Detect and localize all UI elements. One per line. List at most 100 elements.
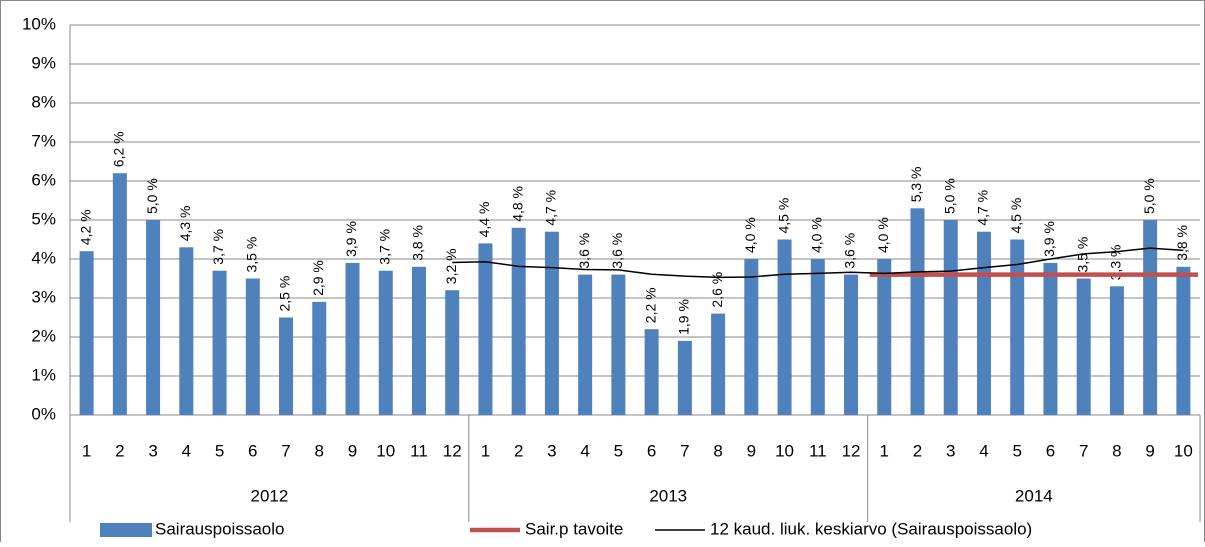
bar	[910, 208, 925, 415]
bar	[79, 251, 94, 415]
data-label: 3,2 %	[443, 248, 459, 284]
x-tick-label: 3	[946, 441, 955, 460]
bar	[1076, 278, 1091, 415]
x-tick-label: 9	[348, 441, 357, 460]
x-tick-label: 8	[713, 441, 722, 460]
bar	[844, 274, 859, 415]
x-tick-label: 4	[182, 441, 191, 460]
data-label: 4,4 %	[476, 202, 492, 238]
x-tick-label: 11	[809, 441, 827, 460]
x-tick-label: 1	[82, 441, 91, 460]
data-label: 3,9 %	[1041, 221, 1057, 257]
data-label: 5,0 %	[1141, 178, 1157, 214]
x-tick-label: 6	[248, 441, 257, 460]
group-label: 2012	[250, 486, 288, 505]
x-tick-label: 7	[1079, 441, 1088, 460]
x-tick-label: 12	[443, 441, 462, 460]
x-tick-label: 3	[547, 441, 556, 460]
data-label: 3,8 %	[1174, 225, 1190, 261]
bar	[411, 266, 426, 415]
bar	[378, 270, 393, 415]
data-label: 5,3 %	[908, 166, 924, 202]
x-tick-label: 4	[979, 441, 988, 460]
bar	[179, 247, 194, 415]
data-label: 2,5 %	[277, 276, 293, 312]
data-label: 3,5 %	[243, 237, 259, 273]
group-label: 2013	[649, 486, 687, 505]
bar	[445, 290, 460, 415]
x-tick-label: 10	[1174, 441, 1193, 460]
x-tick-label: 11	[410, 441, 428, 460]
bar	[943, 220, 958, 415]
bar	[1143, 220, 1158, 415]
legend-label: 12 kaud. liuk. keskiarvo (Sairauspoissao…	[710, 519, 1032, 538]
y-tick-label: 3%	[31, 287, 56, 306]
bar	[744, 259, 759, 415]
data-label: 2,6 %	[709, 272, 725, 308]
x-tick-label: 5	[215, 441, 224, 460]
x-tick-label: 5	[614, 441, 623, 460]
bar	[1043, 262, 1058, 415]
bar	[644, 329, 659, 415]
data-label: 4,0 %	[742, 217, 758, 253]
bar	[777, 239, 792, 415]
data-label: 3,3 %	[1108, 244, 1124, 280]
data-label: 3,6 %	[576, 233, 592, 269]
x-tick-label: 7	[281, 441, 290, 460]
bar	[578, 274, 593, 415]
x-tick-label: 2	[514, 441, 523, 460]
bar	[877, 259, 892, 415]
bar	[112, 173, 127, 415]
data-label: 5,0 %	[144, 178, 160, 214]
y-tick-label: 1%	[31, 365, 56, 384]
group-label: 2014	[1015, 486, 1053, 505]
y-tick-label: 8%	[31, 92, 56, 111]
bar	[976, 231, 991, 415]
bar	[1109, 286, 1124, 415]
bar	[312, 301, 327, 415]
bar	[1176, 266, 1191, 415]
data-label: 4,5 %	[1008, 198, 1024, 234]
y-tick-label: 5%	[31, 209, 56, 228]
data-label: 1,9 %	[676, 299, 692, 335]
bar	[345, 262, 360, 415]
data-label: 4,0 %	[808, 217, 824, 253]
data-label: 6,2 %	[111, 131, 127, 167]
x-tick-label: 10	[775, 441, 794, 460]
y-tick-label: 2%	[31, 326, 56, 345]
x-tick-label: 8	[1112, 441, 1121, 460]
bar	[279, 317, 294, 415]
y-tick-label: 9%	[31, 53, 56, 72]
bar	[245, 278, 260, 415]
data-label: 4,5 %	[775, 198, 791, 234]
data-label: 4,0 %	[875, 217, 891, 253]
bar	[478, 243, 493, 415]
x-tick-label: 6	[1046, 441, 1055, 460]
bar	[1010, 239, 1025, 415]
legend-label: Sair.p tavoite	[525, 519, 623, 538]
data-label: 3,6 %	[842, 233, 858, 269]
x-tick-label: 5	[1012, 441, 1021, 460]
data-label: 3,8 %	[410, 225, 426, 261]
data-label: 2,9 %	[310, 260, 326, 296]
bar	[511, 227, 526, 415]
data-label: 2,2 %	[642, 287, 658, 323]
data-label: 3,9 %	[343, 221, 359, 257]
y-tick-label: 7%	[31, 131, 56, 150]
y-tick-label: 4%	[31, 248, 56, 267]
bar	[810, 259, 825, 415]
data-label: 4,7 %	[975, 190, 991, 226]
data-label: 3,7 %	[376, 229, 392, 265]
x-tick-label: 9	[1145, 441, 1154, 460]
x-tick-label: 4	[580, 441, 589, 460]
x-tick-label: 3	[148, 441, 157, 460]
y-tick-label: 10%	[22, 14, 56, 33]
x-tick-label: 2	[913, 441, 922, 460]
bar	[544, 231, 559, 415]
data-label: 5,0 %	[941, 178, 957, 214]
bar	[212, 270, 227, 415]
legend-swatch	[100, 523, 152, 537]
legend-label: Sairauspoissaolo	[155, 519, 284, 538]
y-tick-label: 6%	[31, 170, 56, 189]
